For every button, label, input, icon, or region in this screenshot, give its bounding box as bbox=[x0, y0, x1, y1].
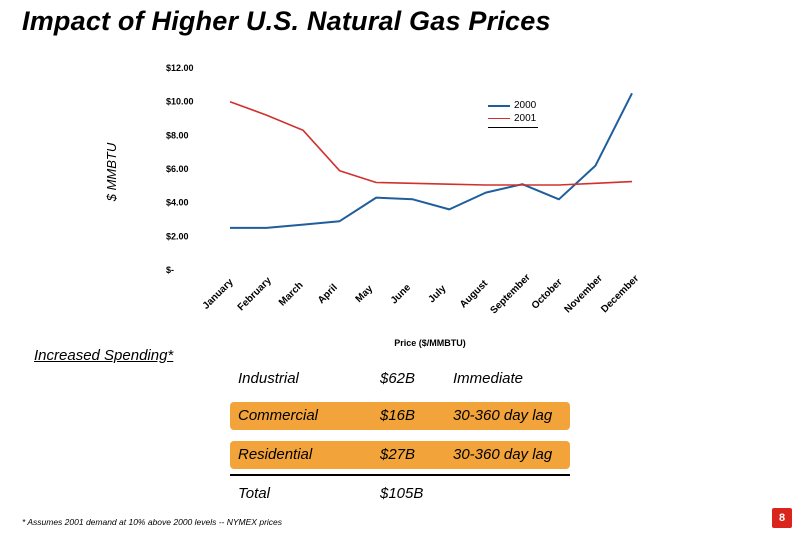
spending-amount: $27B bbox=[380, 446, 416, 463]
y-tick-label: $6.00 bbox=[166, 164, 189, 174]
spending-timing: 30-360 day lag bbox=[453, 446, 553, 463]
y-tick-label: $8.00 bbox=[166, 130, 189, 140]
x-tick-label: December bbox=[599, 273, 641, 315]
footnote: * Assumes 2001 demand at 10% above 2000 … bbox=[22, 517, 283, 527]
chart-legend: 2000 2001 bbox=[488, 99, 538, 128]
x-tick-label: March bbox=[277, 280, 306, 309]
spending-sector: Residential bbox=[238, 446, 313, 463]
spending-amount: $16B bbox=[380, 407, 416, 424]
x-tick-label: June bbox=[389, 282, 414, 307]
y-tick-label: $10.00 bbox=[166, 97, 194, 107]
spending-row-commercial: Commercial $16B 30-360 day lag bbox=[230, 402, 570, 430]
spending-amount: $62B bbox=[380, 370, 416, 387]
spending-row-total: Total $105B bbox=[230, 480, 570, 508]
legend-swatch-2001 bbox=[488, 118, 510, 119]
spending-row-residential: Residential $27B 30-360 day lag bbox=[230, 441, 570, 469]
y-tick-label: $12.00 bbox=[166, 63, 194, 73]
spending-sector: Commercial bbox=[238, 407, 319, 424]
spending-row-industrial: Industrial $62B Immediate bbox=[230, 365, 570, 393]
legend-item-2001: 2001 bbox=[488, 112, 536, 125]
x-tick-label: August bbox=[458, 278, 491, 311]
legend-label-2000: 2000 bbox=[514, 100, 537, 111]
y-tick-label: $- bbox=[166, 265, 174, 275]
page-number-badge: 8 bbox=[772, 508, 792, 528]
x-tick-label: October bbox=[530, 277, 565, 312]
spending-timing: 30-360 day lag bbox=[453, 407, 553, 424]
spending-timing: Immediate bbox=[453, 370, 524, 387]
series-line-2000 bbox=[230, 92, 633, 229]
x-tick-label: April bbox=[316, 282, 340, 306]
x-axis-title: Price ($/MMBTU) bbox=[394, 338, 466, 348]
spending-heading: Increased Spending* bbox=[34, 347, 174, 364]
x-tick-label: February bbox=[236, 275, 274, 313]
x-tick-label: May bbox=[354, 283, 376, 305]
table-rule bbox=[230, 474, 570, 476]
series-line-2001 bbox=[229, 100, 633, 186]
x-tick-label: January bbox=[201, 276, 236, 311]
x-tick-label: September bbox=[488, 272, 532, 316]
legend-label-2001: 2001 bbox=[514, 113, 537, 124]
legend-underline bbox=[488, 127, 538, 128]
y-tick-label: $4.00 bbox=[166, 198, 189, 208]
spending-amount: $105B bbox=[380, 485, 424, 502]
spending-sector: Total bbox=[238, 485, 270, 502]
spending-sector: Industrial bbox=[238, 370, 299, 387]
page-title: Impact of Higher U.S. Natural Gas Prices bbox=[22, 6, 551, 36]
x-tick-label: July bbox=[427, 283, 449, 305]
y-tick-label: $2.00 bbox=[166, 231, 189, 241]
legend-swatch-2000 bbox=[488, 104, 510, 107]
legend-item-2000: 2000 bbox=[488, 99, 536, 112]
x-tick-label: November bbox=[563, 273, 605, 315]
y-axis-label: $ MMBTU bbox=[104, 142, 119, 202]
